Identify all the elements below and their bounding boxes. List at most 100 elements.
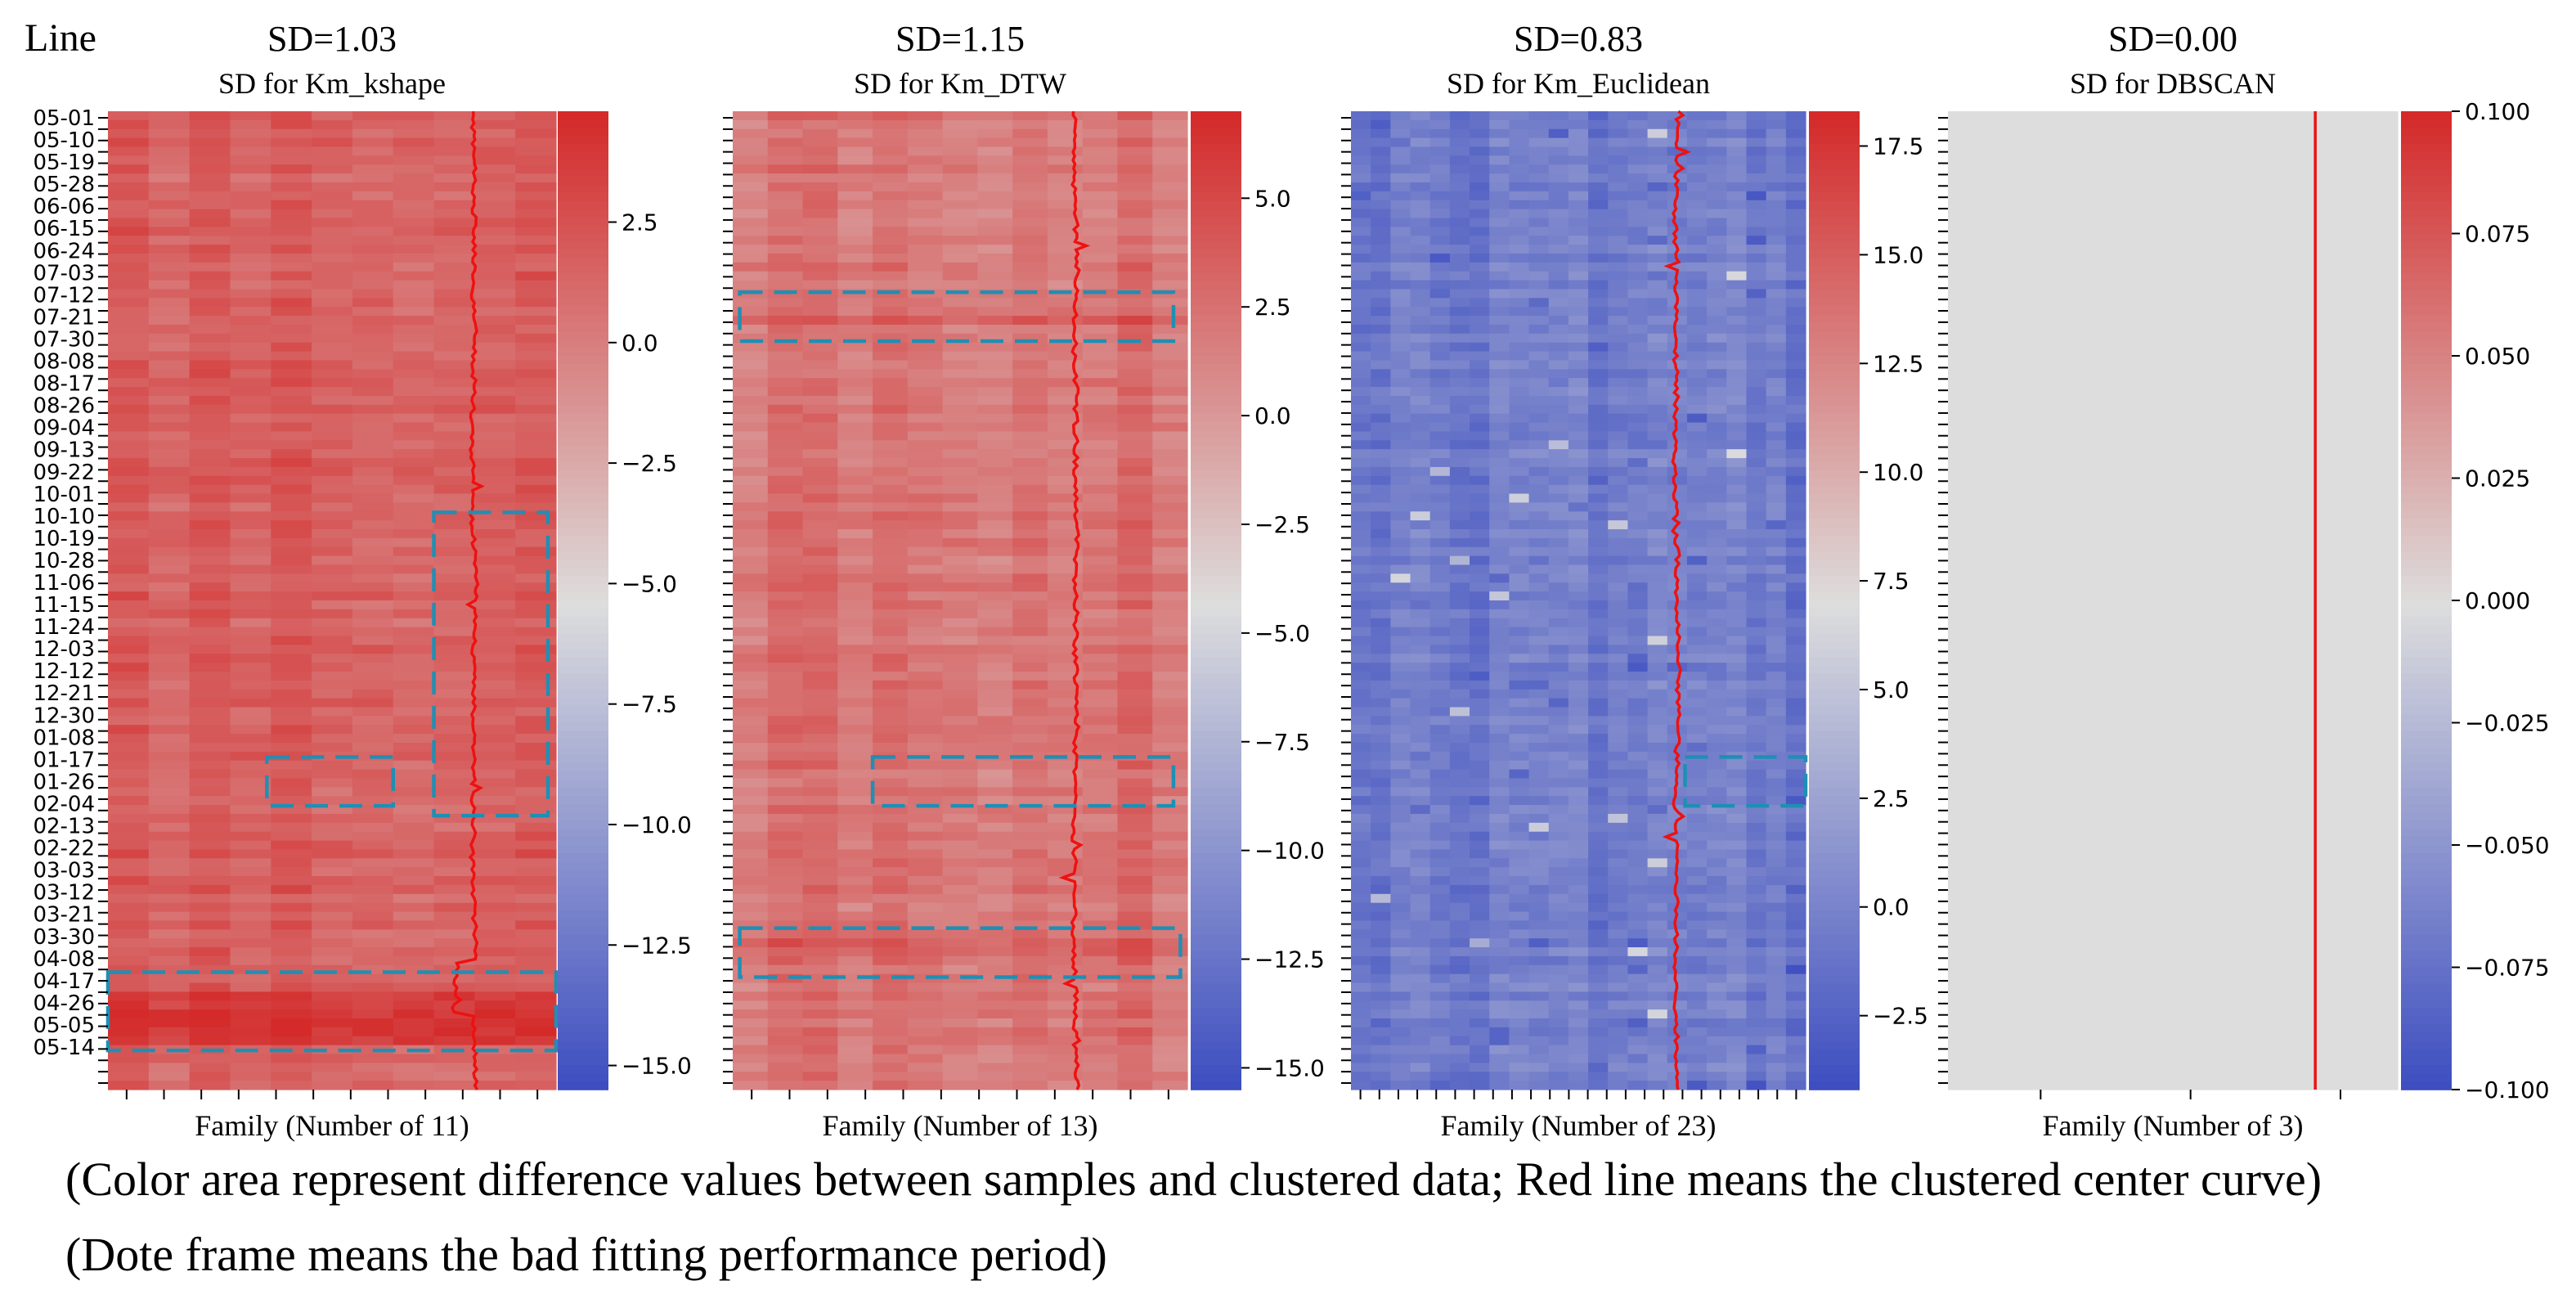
heatmap-cell bbox=[733, 787, 769, 797]
heatmap-cell bbox=[1766, 778, 1787, 788]
heatmap-cell bbox=[942, 111, 978, 121]
heatmap-cell bbox=[1152, 840, 1188, 851]
heatmap-cell bbox=[271, 618, 312, 628]
heatmap-cell bbox=[1726, 236, 1748, 245]
heatmap-cell bbox=[1686, 742, 1708, 753]
heatmap-cell bbox=[1012, 1000, 1048, 1010]
heatmap-cell bbox=[1429, 119, 1451, 130]
heatmap-cell bbox=[802, 920, 838, 930]
heatmap-cell bbox=[1047, 360, 1084, 370]
heatmap-cell bbox=[1647, 155, 1668, 165]
heatmap-cell bbox=[1470, 458, 1490, 468]
heatmap-cell bbox=[802, 404, 838, 415]
heatmap-cell bbox=[1489, 209, 1510, 219]
heatmap-cell bbox=[837, 369, 873, 379]
heatmap-cell bbox=[393, 236, 435, 245]
heatmap-cell bbox=[352, 555, 394, 566]
colorbar-step bbox=[558, 837, 608, 846]
heatmap-cell bbox=[1449, 537, 1470, 548]
heatmap-cell bbox=[733, 876, 769, 886]
heatmap-cell bbox=[1351, 369, 1371, 379]
heatmap-cell bbox=[433, 813, 475, 824]
heatmap-cell bbox=[271, 707, 312, 717]
heatmap-cell bbox=[352, 236, 394, 245]
heatmap-cell bbox=[1351, 751, 1371, 762]
heatmap-cell bbox=[1588, 555, 1609, 566]
heatmap-cell bbox=[148, 920, 191, 930]
heatmap-cell bbox=[1117, 725, 1153, 735]
heatmap-cell bbox=[733, 1081, 769, 1090]
heatmap-cell bbox=[767, 146, 804, 156]
heatmap-cell bbox=[148, 537, 191, 548]
heatmap-cell bbox=[230, 546, 272, 557]
colorbar-step bbox=[558, 934, 608, 944]
heatmap-cell bbox=[1785, 404, 1806, 415]
heatmap-cell bbox=[1082, 1036, 1119, 1046]
heatmap-cell bbox=[767, 920, 804, 930]
heatmap-cell bbox=[873, 716, 909, 726]
heatmap-cell bbox=[767, 947, 804, 957]
heatmap-cell bbox=[1117, 209, 1153, 219]
heatmap-cell bbox=[230, 1054, 272, 1063]
heatmap-cell bbox=[1489, 520, 1510, 530]
heatmap-cell bbox=[515, 137, 557, 148]
heatmap-cell bbox=[1449, 298, 1470, 308]
heatmap-cell bbox=[1686, 395, 1708, 406]
heatmap-cell bbox=[1012, 298, 1048, 308]
colorbar-step bbox=[558, 722, 608, 732]
heatmap-cell bbox=[230, 475, 272, 486]
heatmap-cell bbox=[1785, 449, 1806, 459]
heatmap-cell bbox=[1410, 146, 1431, 156]
heatmap-cell bbox=[433, 191, 475, 201]
heatmap-cell bbox=[1746, 805, 1767, 815]
heatmap-cell bbox=[1509, 609, 1530, 619]
heatmap-cell bbox=[907, 600, 944, 610]
heatmap-cell bbox=[1766, 173, 1787, 183]
heatmap-cell bbox=[942, 876, 978, 886]
colorbar-step bbox=[558, 363, 608, 373]
heatmap-cell bbox=[1117, 493, 1153, 503]
heatmap-cell bbox=[1047, 404, 1084, 415]
heatmap-cell bbox=[1647, 119, 1668, 130]
heatmap-cell bbox=[1351, 742, 1371, 753]
heatmap-cell bbox=[312, 796, 353, 806]
heatmap-cell bbox=[1082, 609, 1119, 619]
heatmap-cell bbox=[1351, 645, 1371, 654]
colorbar-step bbox=[558, 225, 608, 235]
heatmap-cell bbox=[230, 298, 272, 308]
heatmap-cell bbox=[1647, 573, 1668, 583]
heatmap-cell bbox=[1588, 342, 1609, 353]
heatmap-cell bbox=[271, 316, 312, 326]
heatmap-cell bbox=[1047, 333, 1084, 344]
heatmap-cell bbox=[1351, 520, 1371, 530]
heatmap-cell bbox=[1746, 475, 1767, 486]
heatmap-cell bbox=[1082, 707, 1119, 717]
heatmap-cell bbox=[1429, 404, 1451, 415]
heatmap-cell bbox=[1371, 404, 1391, 415]
heatmap-cell bbox=[1371, 422, 1391, 433]
heatmap-cell bbox=[108, 236, 150, 245]
heatmap-cell bbox=[1766, 493, 1787, 503]
heatmap-cell bbox=[837, 502, 873, 512]
heatmap-cell bbox=[148, 146, 191, 156]
heatmap-cell bbox=[189, 111, 231, 121]
heatmap-cell bbox=[977, 173, 1013, 183]
heatmap-cell bbox=[474, 822, 516, 833]
heatmap-cell bbox=[977, 725, 1013, 735]
colorbar-step bbox=[1191, 412, 1241, 422]
heatmap-cell bbox=[1568, 618, 1589, 628]
heatmap-cell bbox=[1686, 645, 1708, 654]
heatmap-cell bbox=[837, 645, 873, 654]
heatmap-cell bbox=[352, 404, 394, 415]
heatmap-cell bbox=[312, 902, 353, 913]
heatmap-cell bbox=[802, 111, 838, 121]
heatmap-cell bbox=[474, 609, 516, 619]
heatmap-cell bbox=[189, 858, 231, 868]
heatmap-cell bbox=[873, 1009, 909, 1019]
heatmap-cell bbox=[1608, 218, 1629, 227]
heatmap-cell bbox=[1351, 582, 1371, 592]
heatmap-cell bbox=[1012, 663, 1048, 672]
heatmap-cell bbox=[189, 378, 231, 388]
heatmap-cell bbox=[837, 1054, 873, 1063]
heatmap-cell bbox=[1568, 333, 1589, 344]
